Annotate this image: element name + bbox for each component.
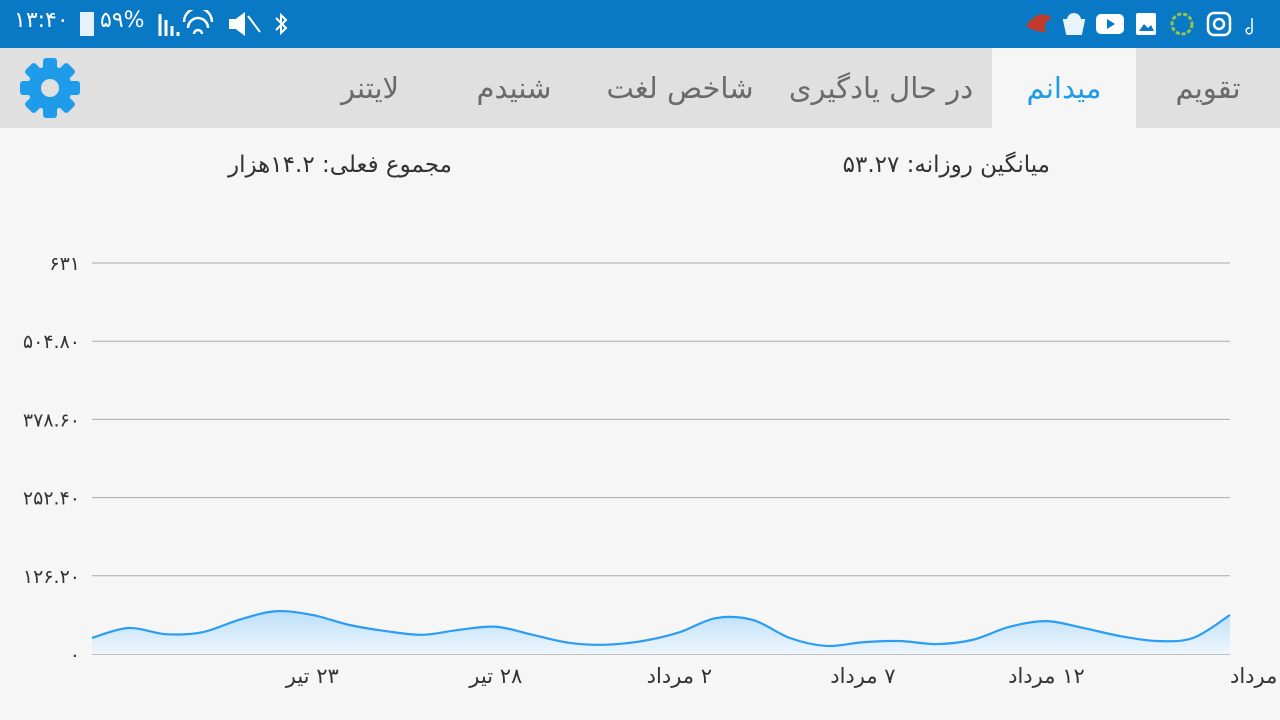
settings-button[interactable] <box>20 58 80 118</box>
x-tick-label: ۲ مرداد <box>647 664 712 688</box>
x-tick-label: ۱۷ مرداد <box>1230 664 1280 688</box>
battery-icon <box>80 12 94 36</box>
y-tick-label: ۰ <box>70 644 80 666</box>
tab[interactable]: تقویم <box>1175 71 1241 105</box>
y-tick-label: ۶۳۱ <box>49 253 80 275</box>
x-tick-label: ۲۳ تیر <box>285 664 339 688</box>
tab[interactable]: شاخص لغت <box>606 71 754 105</box>
battery-level: ۵۹% <box>100 8 145 33</box>
notification-icons <box>1026 11 1253 37</box>
daily-average: میانگین روزانه: ۵۳.۲۷ <box>842 152 1050 178</box>
tab[interactable]: در حال یادگیری <box>788 71 974 105</box>
x-tick-label: ۲۸ تیر <box>468 664 522 688</box>
tab[interactable]: شنیدم <box>476 71 552 105</box>
x-tick-label: ۷ مرداد <box>830 664 895 688</box>
y-tick-label: ۳۷۸.۶۰ <box>23 409 80 431</box>
line-series <box>91 609 1231 648</box>
current-total: مجموع فعلی: ۱۴.۲هزار <box>227 152 452 178</box>
y-tick-label: ۲۵۲.۴۰ <box>23 488 80 510</box>
status-icons <box>158 10 288 36</box>
status-bar: ۱۳:۴۰ ۵۹% <box>0 0 1280 48</box>
tab[interactable]: لایتنر <box>340 71 400 105</box>
line-area <box>92 611 1230 654</box>
tab-bar: تقویم میدانم در حال یادگیری شاخص لغت شنیدم لا… <box>0 48 1280 128</box>
y-tick-label: ۵۰۴.۸۰ <box>23 331 80 353</box>
x-tick-label: ۱۲ مرداد <box>1008 664 1085 688</box>
tab[interactable]: میدانم <box>992 48 1136 128</box>
clock: ۱۳:۴۰ <box>14 8 69 33</box>
y-tick-label: ۱۲۶.۲۰ <box>23 566 80 588</box>
